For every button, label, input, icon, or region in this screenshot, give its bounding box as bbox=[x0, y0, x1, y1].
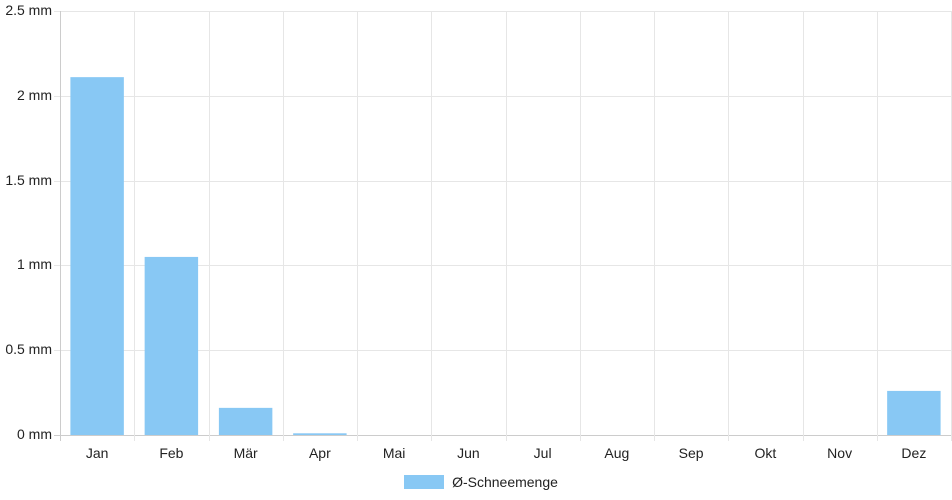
bar[interactable] bbox=[144, 256, 199, 435]
legend: Ø-Schneemenge bbox=[0, 472, 952, 492]
bar[interactable] bbox=[887, 390, 941, 435]
bar[interactable] bbox=[70, 77, 124, 436]
bars bbox=[70, 77, 941, 436]
y-tick-label: 1.5 mm bbox=[5, 172, 52, 188]
x-tick-label: Mai bbox=[383, 445, 406, 461]
grid-lines bbox=[54, 11, 952, 441]
legend-label[interactable]: Ø-Schneemenge bbox=[452, 474, 558, 490]
legend-swatch[interactable] bbox=[404, 475, 445, 489]
x-tick-label: Aug bbox=[604, 445, 629, 461]
x-tick-labels: Jan Feb Mär Apr Mai Jun Jul Aug Sep Okt Nov Dez bbox=[86, 445, 926, 461]
x-tick-label: Okt bbox=[754, 445, 776, 461]
x-tick-label: Jan bbox=[86, 445, 109, 461]
y-tick-label: 2.5 mm bbox=[5, 2, 52, 18]
x-tick-label: Dez bbox=[901, 445, 926, 461]
bar[interactable] bbox=[293, 433, 347, 435]
y-tick-label: 1 mm bbox=[17, 256, 52, 272]
y-tick-label: 0 mm bbox=[17, 426, 52, 442]
y-tick-labels: 0 mm 0.5 mm 1 mm 1.5 mm 2 mm 2.5 mm bbox=[5, 2, 52, 442]
x-tick-label: Jul bbox=[534, 445, 552, 461]
x-tick-label: Feb bbox=[159, 445, 183, 461]
bar[interactable] bbox=[218, 407, 273, 435]
x-tick-label: Sep bbox=[679, 445, 704, 461]
y-tick-label: 2 mm bbox=[17, 87, 52, 103]
y-tick-label: 0.5 mm bbox=[5, 341, 52, 357]
x-tick-label: Apr bbox=[309, 445, 331, 461]
x-tick-label: Nov bbox=[827, 445, 852, 461]
x-tick-label: Mär bbox=[234, 445, 258, 461]
x-tick-label: Jun bbox=[457, 445, 480, 461]
